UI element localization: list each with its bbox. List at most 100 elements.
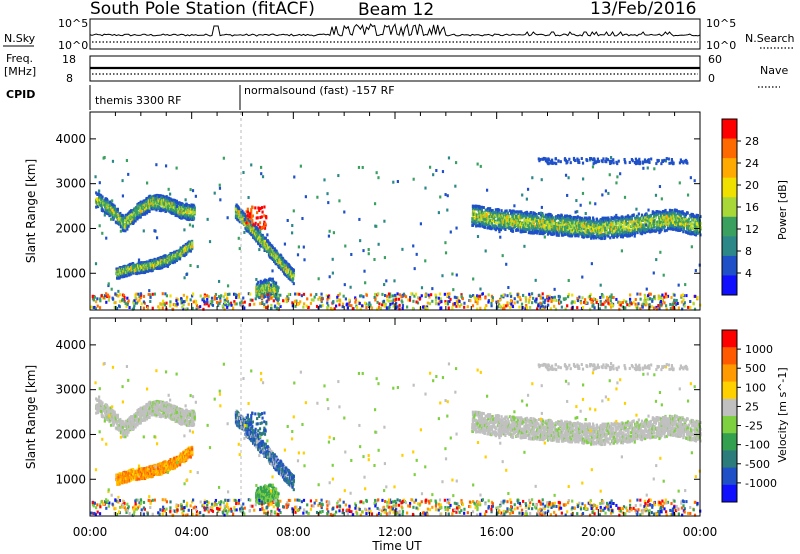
power-echo-cell [292,274,295,278]
power-echo-cell [263,205,266,209]
power-echo-cell [252,233,255,237]
power-echo-cell [651,221,654,225]
power-echo-cell [541,215,544,219]
power-echo-cell [674,214,677,218]
power-echo-cell [176,298,180,302]
power-echo-cell [396,305,399,309]
power-echo-cell [163,256,166,260]
power-echo-cell [266,293,270,297]
power-echo-cell [185,252,188,256]
power-echo-cell [203,299,206,303]
power-echo-cell [541,212,544,216]
power-echo-cell [373,296,376,300]
power-echo-cell [497,227,501,231]
power-echo-cell [182,247,185,251]
power-echo-cell [666,215,669,219]
power-echo-cell [258,225,261,229]
power-echo-cell [552,228,555,232]
power-echo-cell [586,217,589,221]
power-echo-cell [632,213,635,217]
power-echo-cell [512,213,515,217]
power-echo-cell [579,299,582,303]
power-echo-cell [625,215,628,219]
power-echo-cell [178,201,181,205]
power-echo-cell [654,215,658,219]
power-echo-cell [693,232,696,236]
power-echo-cell [567,233,570,237]
power-echo-cell [533,211,536,215]
power-echo-cell [402,292,406,296]
power-echo-cell [600,225,603,229]
power-echo-cell [246,227,250,231]
power-echo-cell [128,268,131,272]
power-echo-cell [255,237,259,241]
power-echo-cell [619,223,623,227]
power-echo-cell [511,213,514,217]
power-echo-cell [189,249,192,253]
power-echo-cell [630,233,633,237]
power-echo-cell [264,294,267,298]
power-echo-cell [497,208,501,212]
power-echo-cell [168,203,171,207]
power-echo-cell [607,234,610,238]
power-echo-cell [182,244,185,248]
power-echo-cell [697,230,700,234]
power-echo-cell [260,226,263,230]
power-echo-cell [310,298,313,302]
power-echo-cell [480,205,483,209]
power-echo-cell [619,232,622,236]
power-echo-cell [566,220,569,224]
power-echo-cell [663,229,666,233]
power-echo-cell [583,235,586,239]
power-echo-cell [263,226,267,230]
power-echo-cell [579,216,582,220]
power-echo-cell [266,287,269,291]
power-echo-cell [246,214,249,218]
power-echo-cell [235,211,238,215]
power-echo-cell [627,223,630,227]
power-echo-cell [576,215,579,219]
power-echo-cell [157,305,160,309]
power-echo-cell [625,227,628,231]
power-echo-cell [487,293,490,297]
power-echo-cell [483,219,487,223]
power-echo-cell [381,303,384,307]
power-echo-cell [549,307,552,311]
power-echo-cell [558,231,561,235]
power-echo-cell [558,298,561,302]
power-echo-cell [532,225,535,229]
power-echo-cell [191,241,194,245]
power-echo-cell [618,307,621,311]
power-echo-cell [118,219,121,223]
power-echo-cell [555,228,558,232]
power-echo-cell [535,229,538,233]
power-echo-cell [691,222,694,226]
power-echo-cell [531,229,534,233]
power-echo-cell [649,292,652,296]
power-echo-cell [191,294,194,298]
nave-right-tick-high: 60 [708,53,722,66]
power-echo-cell [472,213,475,217]
power-echo-cell [583,216,586,220]
power-echo-cell [190,210,193,214]
power-echo-cell [576,219,579,223]
power-echo-cell [238,215,241,219]
power-echo-cell [502,295,505,299]
power-echo-cell [600,236,604,240]
power-echo-cell [166,199,170,203]
power-echo-cell [428,295,431,299]
power-echo-cell [500,221,503,225]
power-echo-cell [651,229,654,233]
power-echo-cell [487,300,490,304]
power-echo-cell [524,229,527,233]
power-echo-cell [112,208,115,212]
power-echo-cell [342,294,345,298]
power-echo-cell [100,194,103,198]
power-echo-cell [609,305,613,309]
power-echo-cell [158,208,161,212]
power-echo-cell [143,261,146,265]
power-echo-cell [551,296,554,300]
power-echo-cell [539,219,542,223]
power-echo-cell [161,292,164,296]
power-echo-cell [639,223,642,227]
